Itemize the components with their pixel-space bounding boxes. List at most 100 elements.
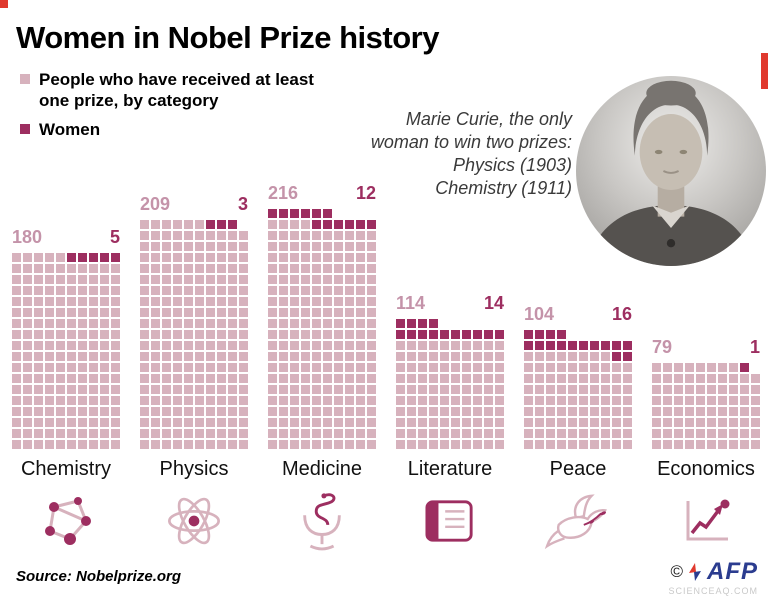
laureate-square	[217, 352, 226, 361]
category-label: Economics	[657, 458, 755, 480]
laureate-square	[663, 407, 672, 416]
woman-square	[323, 220, 332, 229]
count-labels: 180 5	[12, 227, 120, 248]
laureate-square	[23, 308, 32, 317]
laureate-square	[173, 308, 182, 317]
laureate-square	[228, 297, 237, 306]
laureate-square	[151, 253, 160, 262]
laureate-square	[78, 429, 87, 438]
laureate-square	[45, 275, 54, 284]
laureate-square	[546, 440, 555, 449]
laureate-square	[462, 429, 471, 438]
laureate-square	[652, 407, 661, 416]
laureate-square	[696, 418, 705, 427]
laureate-square	[579, 407, 588, 416]
laureate-square	[323, 319, 332, 328]
laureate-square	[173, 440, 182, 449]
laureate-square	[729, 385, 738, 394]
laureate-square	[78, 407, 87, 416]
laureate-square	[729, 407, 738, 416]
laureate-square	[173, 253, 182, 262]
laureate-square	[290, 286, 299, 295]
laureate-square	[301, 308, 310, 317]
laureate-square	[334, 231, 343, 240]
laureate-square	[78, 319, 87, 328]
laureate-square	[707, 396, 716, 405]
laureate-square	[301, 297, 310, 306]
laureate-square	[590, 440, 599, 449]
laureate-square	[34, 330, 43, 339]
category-label: Medicine	[281, 458, 363, 480]
laureate-square	[356, 297, 365, 306]
woman-square	[301, 209, 310, 218]
laureate-square	[301, 319, 310, 328]
laureate-square	[140, 363, 149, 372]
laureate-square	[23, 407, 32, 416]
laureate-square	[590, 385, 599, 394]
page-title: Women in Nobel Prize history	[16, 20, 439, 55]
laureate-square	[356, 440, 365, 449]
laureate-square	[89, 264, 98, 273]
laureate-square	[162, 308, 171, 317]
laureate-square	[623, 429, 632, 438]
laureate-square	[56, 264, 65, 273]
laureate-square	[111, 374, 120, 383]
laureate-square	[729, 363, 738, 372]
laureate-square	[323, 330, 332, 339]
laureate-square	[67, 385, 76, 394]
laureate-square	[111, 308, 120, 317]
woman-square	[418, 330, 427, 339]
laureate-square	[217, 385, 226, 394]
laureate-square	[484, 374, 493, 383]
woman-square	[279, 209, 288, 218]
laureate-square	[111, 352, 120, 361]
laureate-square	[623, 418, 632, 427]
laureate-square	[290, 330, 299, 339]
laureate-square	[590, 352, 599, 361]
laureate-square	[407, 396, 416, 405]
laureate-square	[184, 275, 193, 284]
laureate-square	[674, 396, 683, 405]
laureate-square	[440, 363, 449, 372]
laureate-square	[34, 407, 43, 416]
laureate-square	[729, 418, 738, 427]
laureate-square	[345, 297, 354, 306]
laureate-square	[206, 418, 215, 427]
laureate-square	[184, 396, 193, 405]
laureate-square	[67, 330, 76, 339]
laureate-square	[12, 352, 21, 361]
laureate-square	[268, 341, 277, 350]
laureate-square	[23, 264, 32, 273]
laureate-square	[34, 341, 43, 350]
laureate-square	[334, 352, 343, 361]
count-labels: 79 1	[652, 337, 760, 358]
marie-curie-portrait-illustration	[587, 80, 755, 266]
laureate-square	[674, 407, 683, 416]
laureate-square	[367, 330, 376, 339]
laureate-square	[279, 286, 288, 295]
laureate-square	[407, 385, 416, 394]
laureate-square	[239, 308, 248, 317]
laureate-square	[268, 308, 277, 317]
laureate-square	[546, 374, 555, 383]
laureate-square	[740, 407, 749, 416]
laureate-square	[100, 363, 109, 372]
laureate-square	[162, 220, 171, 229]
category-label: Literature	[407, 458, 493, 480]
laureate-square	[451, 407, 460, 416]
laureate-square	[707, 385, 716, 394]
laureate-square	[652, 418, 661, 427]
laureate-square	[206, 396, 215, 405]
laureate-square	[473, 396, 482, 405]
laureate-square	[535, 407, 544, 416]
laureate-square	[345, 429, 354, 438]
laureate-square	[56, 396, 65, 405]
laureate-square	[601, 363, 610, 372]
laureate-square	[612, 407, 621, 416]
laureate-square	[323, 242, 332, 251]
laureate-square	[623, 385, 632, 394]
laureate-square	[663, 429, 672, 438]
laureate-square	[524, 352, 533, 361]
laureate-square	[217, 253, 226, 262]
laureate-square	[279, 308, 288, 317]
